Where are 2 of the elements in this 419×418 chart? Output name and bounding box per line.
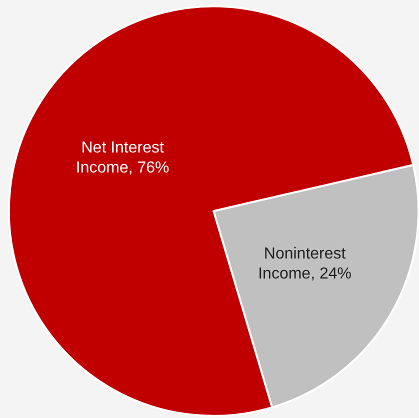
slice-label: Net Interest Income, 76% <box>76 140 170 177</box>
slice-label: Noninterest Income, 24% <box>258 246 352 283</box>
